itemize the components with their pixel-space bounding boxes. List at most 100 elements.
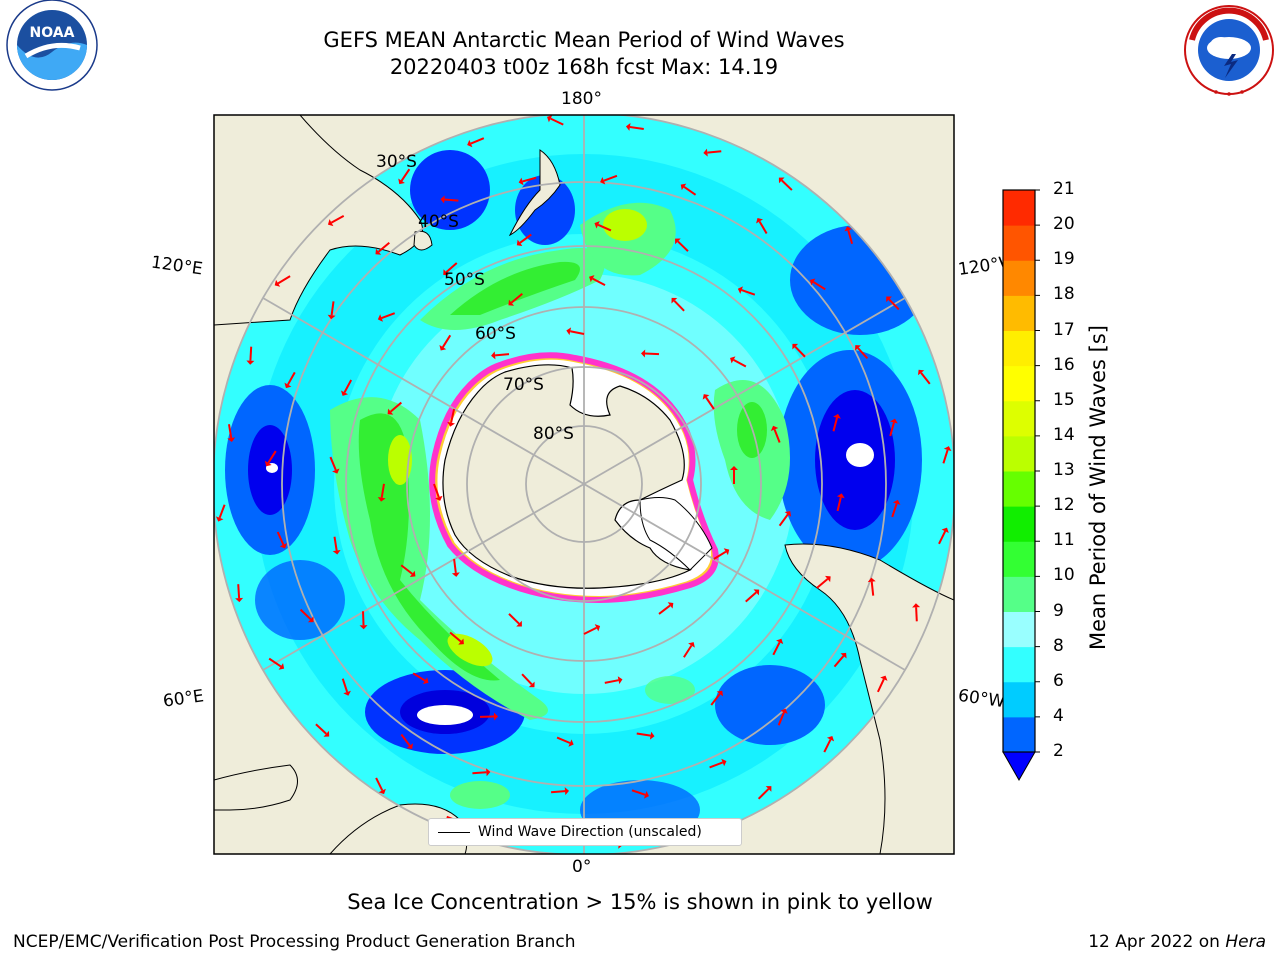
wind-wave-arrow-head: [880, 675, 888, 681]
wind-wave-arrow-head: [594, 221, 600, 229]
madagascar-landmass: [214, 764, 298, 811]
wind-wave-arrow-head: [264, 460, 272, 467]
wind-wave-arrow-head: [528, 681, 535, 688]
wind-wave-arrow-head: [730, 466, 738, 470]
colorbar-extend-min: [1002, 751, 1036, 782]
wind-wave-arrow-head: [643, 791, 650, 799]
wind-wave-arrow-head: [435, 495, 443, 501]
wind-wave-arrow-head: [451, 572, 460, 577]
colorbar-segment: [1003, 716, 1035, 753]
wind-wave-arrow-head: [398, 178, 405, 185]
wind-wave-arrow-shaft: [583, 626, 597, 635]
wind-wave-arrow-head: [886, 296, 892, 303]
colorbar-label: Mean Period of Wind Waves [s]: [1086, 325, 1110, 650]
colorbar-tick-label: 6: [1053, 670, 1064, 691]
colorbar-tick-label: 21: [1053, 179, 1075, 199]
colorbar-tick-label: 9: [1053, 600, 1064, 621]
map-frame: [213, 114, 955, 855]
colorbar-tick-label: 16: [1053, 354, 1075, 375]
wind-wave-arrow-shaft: [812, 281, 826, 291]
wind-wave-arrow-head: [737, 286, 743, 294]
legend-line-swatch: [438, 831, 470, 833]
wind-wave-arrow-shaft: [268, 657, 282, 668]
wind-wave-arrow-shaft: [683, 644, 693, 658]
wind-wave-arrow-head: [516, 239, 523, 247]
wind-wave-arrow-shaft: [249, 346, 253, 361]
wind-wave-arrow-shaft: [781, 179, 793, 191]
wind-wave-arrow-head: [227, 437, 236, 443]
wind-wave-arrow-shaft: [445, 262, 458, 274]
wind-wave-arrow-shaft: [522, 176, 537, 183]
wind-wave-arrow-shaft: [521, 673, 533, 686]
wind-wave-arrow-head: [323, 730, 330, 737]
wind-wave-arrow-shaft: [444, 198, 459, 202]
wind-wave-arrow-shaft: [375, 777, 384, 791]
wind-wave-arrow-head: [778, 177, 785, 184]
wind-wave-arrow-head: [332, 468, 340, 474]
wind-wave-arrow-head: [493, 712, 499, 721]
wind-wave-arrow-head: [617, 676, 623, 685]
wind-wave-arrow-head: [770, 425, 779, 431]
wind-wave-arrow-head: [375, 248, 382, 255]
wind-wave-arrow-head: [508, 299, 515, 306]
wind-wave-arrow-head: [279, 543, 288, 549]
wind-wave-arrow-shaft: [597, 223, 612, 232]
wind-wave-arrow-shaft: [777, 711, 785, 726]
wind-wave-arrow-head: [780, 708, 788, 714]
wind-wave-arrow-head: [467, 139, 473, 148]
wind-wave-arrow-shaft: [816, 578, 829, 589]
wind-wave-arrow-shaft: [453, 558, 457, 574]
wind-wave-arrow-head: [340, 390, 349, 396]
wind-wave-arrow-shaft: [508, 613, 520, 625]
wind-wave-arrow-head: [671, 297, 678, 304]
wind-wave-arrow-shaft: [745, 591, 757, 603]
title-line-2: 20220403 t00z 168h fcst Max: 14.19: [389, 55, 779, 79]
wind-wave-arrow-head: [943, 446, 952, 452]
wind-wave-arrow-shaft: [823, 739, 832, 753]
wind-wave-arrow-head: [486, 768, 491, 777]
colorbar-tick-label: 15: [1053, 389, 1075, 410]
wind-wave-arrow-head: [667, 602, 674, 609]
wind-wave-arrow-shaft: [287, 371, 296, 386]
colorbar-segment: [1003, 330, 1035, 367]
wind-wave-arrow-shaft: [915, 607, 918, 622]
colorbar-segment: [1003, 365, 1035, 402]
wind-wave-arrow-shaft: [938, 530, 947, 545]
footer-host: Hera: [1225, 932, 1266, 952]
colorbar-tick-label: 14: [1053, 424, 1075, 445]
wind-wave-arrow-shaft: [390, 401, 402, 413]
wind-wave-arrow-shaft: [757, 788, 770, 800]
wind-wave-arrow-head: [359, 625, 368, 630]
colorbar-segment: [1003, 646, 1035, 683]
wind-wave-arrows: [215, 115, 952, 849]
wind-wave-arrow-head: [443, 269, 449, 276]
wind-wave-arrow-head: [703, 148, 708, 157]
wind-wave-arrow-head: [641, 349, 646, 358]
colorbar-tick-label: 17: [1053, 319, 1075, 340]
wind-wave-arrow-head: [625, 123, 631, 131]
wind-wave-arrow-head: [723, 548, 730, 556]
wind-wave-arrow-head: [377, 314, 383, 322]
wind-wave-arrow-shaft: [276, 531, 285, 546]
wind-wave-arrow-head: [836, 493, 845, 499]
wind-wave-arrow-head: [833, 413, 841, 419]
wind-wave-arrow-head: [409, 570, 416, 578]
colorbar-segment: [1003, 260, 1035, 296]
wind-wave-arrow-shaft: [836, 497, 842, 512]
antarctica-landmass: [442, 364, 692, 589]
lat-label-60s: 60°S: [475, 324, 516, 344]
lat-label-40s: 40°S: [418, 212, 459, 232]
wind-wave-arrow-shaft: [741, 289, 756, 296]
colorbar-segment: [1003, 225, 1035, 261]
wind-wave-arrow-head: [568, 739, 574, 747]
wind-wave-arrow-head: [912, 603, 921, 608]
wind-wave-arrow-head: [343, 690, 351, 696]
wind-wave-arrow-shaft: [362, 611, 365, 626]
wind-wave-arrow-head: [332, 549, 341, 555]
wind-wave-arrow-head: [246, 360, 255, 365]
wind-wave-arrow-head: [776, 638, 784, 645]
wind-wave-arrow-head: [439, 345, 447, 351]
wind-wave-arrow-shaft: [330, 301, 335, 316]
colorbar-segment: [1003, 435, 1035, 472]
